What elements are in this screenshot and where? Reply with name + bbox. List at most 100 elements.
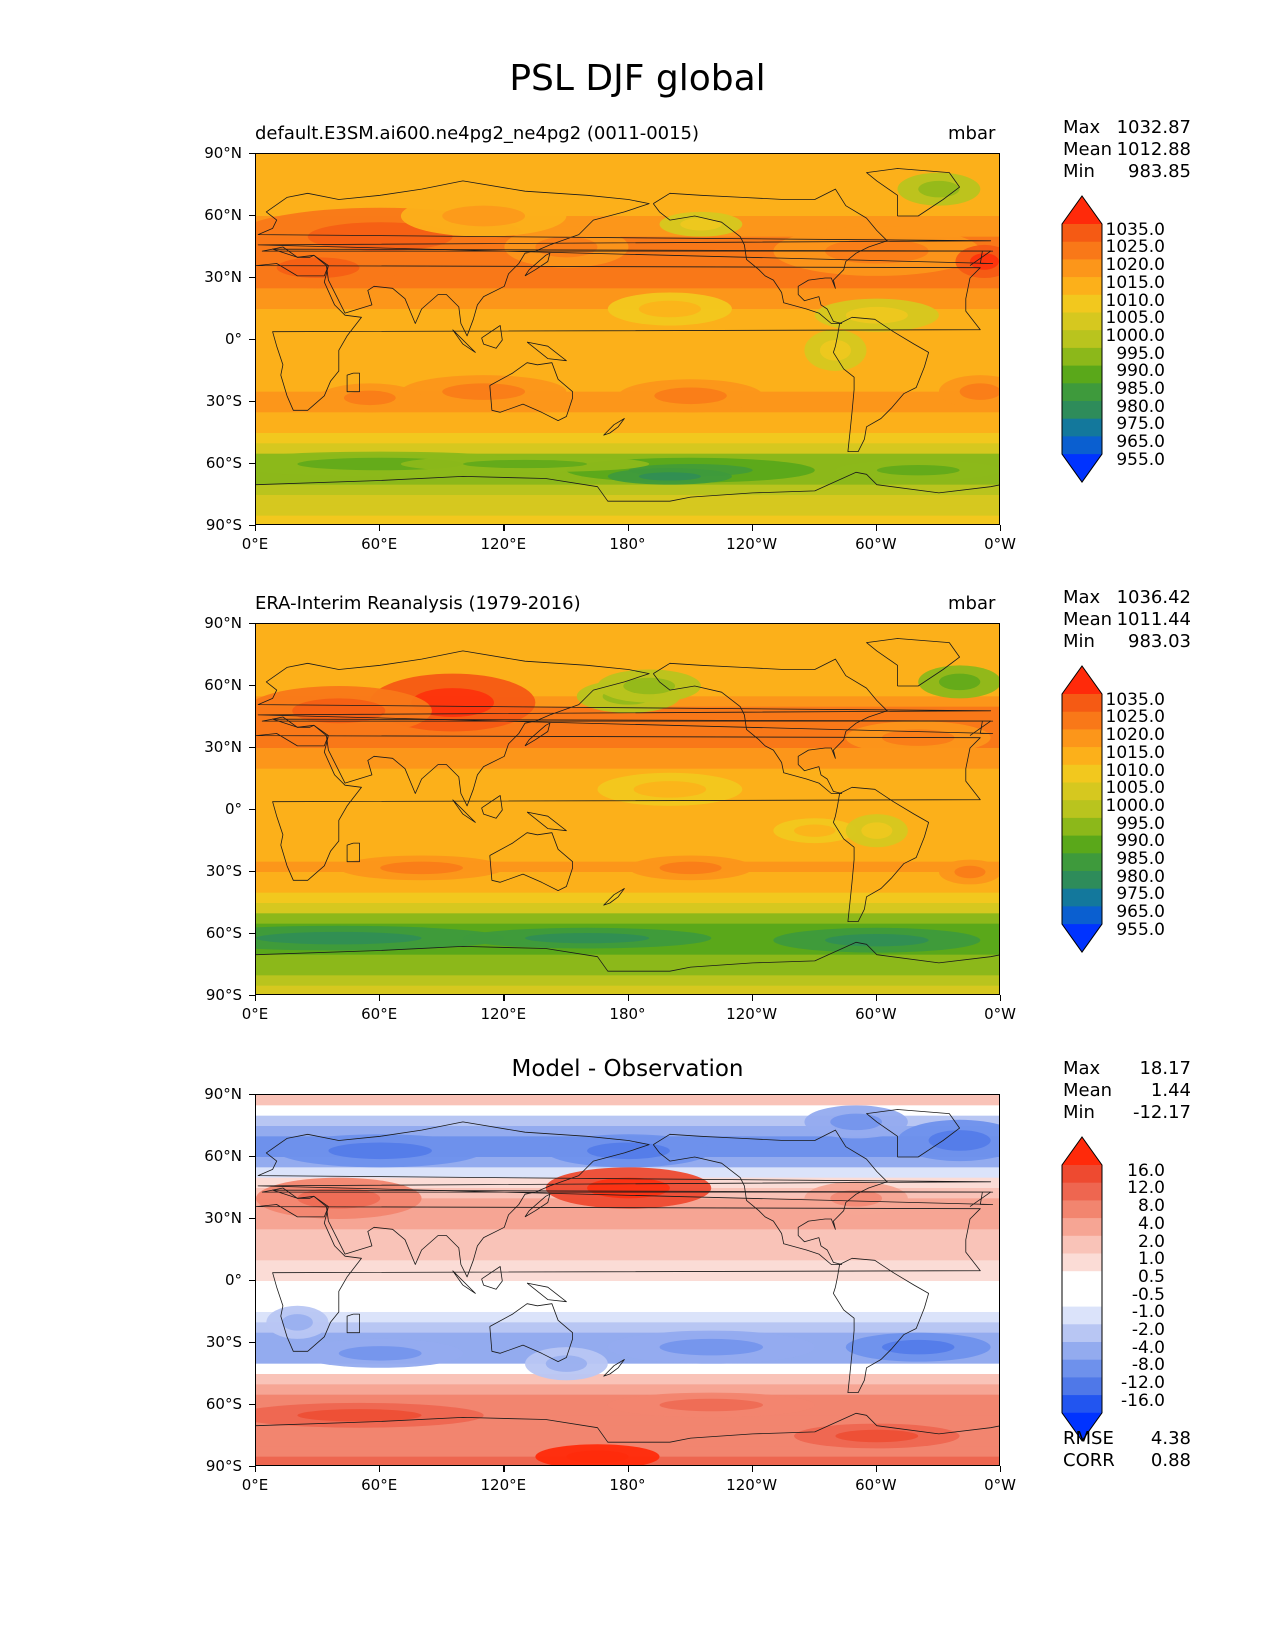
lat-tick-mark [249, 1466, 255, 1468]
contour-band [256, 453, 999, 465]
colorbar-tick-label: 985.0 [1116, 849, 1165, 869]
lon-tick-mark [751, 1466, 753, 1472]
stat-label: Max [1063, 1058, 1101, 1079]
lat-tick-label: 60°N [204, 676, 242, 694]
contour-core [587, 1142, 670, 1160]
lat-tick-label: 0° [224, 330, 242, 348]
stat-row-min: Min 983.85 [1063, 161, 1191, 183]
contour-band [256, 644, 999, 656]
contour-band [256, 174, 999, 186]
colorbar-segment [1062, 870, 1102, 890]
panel-units: mbar [948, 123, 996, 144]
coastline [866, 638, 960, 687]
metric-row-corr: CORR 0.88 [1063, 1450, 1191, 1472]
contour-core [918, 180, 960, 198]
coastline [452, 799, 476, 823]
lat-tick-mark [249, 685, 255, 687]
colorbar-segment [1062, 1182, 1102, 1201]
lat-tick-mark [249, 277, 255, 279]
colorbar-tick-label: 1000.0 [1105, 795, 1165, 816]
stats-block: Max 1036.42 Mean 1011.44 Min 983.03 [1063, 587, 1191, 653]
map-svg [256, 154, 999, 524]
contour-band [256, 851, 999, 863]
colorbar-extend-max [1062, 1137, 1102, 1165]
colorbar-tick-label: 965.0 [1116, 902, 1165, 923]
stat-value: 983.85 [1128, 161, 1191, 182]
contour-band [256, 1374, 999, 1385]
colorbar-extend-min [1062, 924, 1102, 953]
lon-tick-label: 60°E [361, 1005, 398, 1023]
colorbar-segment [1062, 241, 1102, 260]
lat-tick-mark [249, 809, 255, 811]
contour-core [969, 253, 999, 270]
colorbar-tick-label: 955.0 [1116, 449, 1165, 470]
contour-core [442, 205, 526, 227]
colorbar: 16.0 12.0 8.0 4.0 2.0 1.0 0.5 -0.5 -1.0 -2.0 -4.0-… [1061, 1136, 1171, 1442]
stat-row-max: Max 18.17 [1063, 1058, 1191, 1080]
coastline [481, 1266, 503, 1290]
contour-band [256, 748, 999, 759]
colorbar-segment [1062, 693, 1102, 713]
lon-tick-label: 180° [609, 1476, 646, 1494]
contour-core [545, 1355, 588, 1372]
colorbar-tick-label: 1035.0 [1105, 689, 1165, 710]
stat-row-max: Max 1036.42 [1063, 587, 1191, 609]
lon-tick-label: 60°W [855, 1476, 897, 1494]
contour-band [256, 1095, 999, 1106]
contour-band [256, 319, 999, 331]
stat-label: Mean [1063, 1080, 1113, 1101]
coastline [489, 832, 574, 892]
contour-core [328, 1142, 432, 1160]
colorbar-tick-label: 0.5 [1137, 1266, 1165, 1287]
stat-value: 1012.88 [1116, 139, 1191, 160]
metric-value: 4.38 [1150, 1428, 1191, 1449]
colorbar-tick-label: 1025.0 [1105, 707, 1165, 728]
lon-tick-label: 0°W [984, 1476, 1016, 1494]
stat-label: Max [1063, 117, 1101, 138]
lat-tick-label: 90°N [204, 144, 242, 162]
lon-tick-mark [255, 1466, 257, 1472]
lon-tick-label: 120°E [480, 1005, 527, 1023]
lat-tick-label: 30°S [205, 392, 242, 410]
colorbar-tick-label: 12.0 [1127, 1178, 1165, 1199]
lat-tick-label: 30°S [205, 862, 242, 880]
contour-band [256, 872, 999, 883]
colorbar-segment [1062, 1395, 1102, 1414]
contour-band [256, 1415, 999, 1427]
lat-tick-label: 90°S [205, 986, 242, 1004]
stat-value: 1032.87 [1116, 117, 1191, 138]
contour-band [256, 1281, 999, 1292]
coastline [526, 1282, 567, 1303]
contour-band [256, 195, 999, 207]
map-panel-2: ERA-Interim Reanalysis (1979-2016) mbar 90… [0, 585, 1275, 1055]
colorbar-extend-max [1062, 666, 1102, 694]
stat-label: Min [1063, 631, 1095, 652]
contour-band [256, 665, 999, 677]
colorbar-segment [1062, 1235, 1102, 1254]
colorbar-segment [1062, 1253, 1102, 1272]
contour-core [819, 340, 851, 361]
colorbar-segment [1062, 1271, 1102, 1290]
colorbar-tick-label: 1000.0 [1105, 325, 1165, 346]
contour-core [343, 390, 396, 406]
contour-core [281, 1314, 313, 1331]
coastline [452, 1270, 476, 1294]
figure-title: PSL DJF global [509, 58, 766, 99]
lon-tick-label: 0°E [241, 1005, 269, 1023]
colorbar-tick-label: 1005.0 [1105, 308, 1165, 329]
lon-tick-label: 60°E [361, 535, 398, 553]
contour-core [411, 688, 494, 717]
colorbar-segment [1062, 294, 1102, 313]
lat-tick-mark [249, 1404, 255, 1406]
contour-band [256, 810, 999, 821]
colorbar-outline [1061, 665, 1103, 953]
colorbar-tick-label: 1020.0 [1105, 725, 1165, 746]
lat-tick-mark [249, 623, 255, 625]
contour-band [256, 1353, 999, 1365]
colorbar-tick-label: 985.0 [1116, 379, 1165, 399]
stat-row-min: Min 983.03 [1063, 631, 1191, 653]
contour-band [256, 1115, 999, 1127]
lat-tick-mark [249, 1156, 255, 1158]
lon-tick-label: 0°E [241, 1476, 269, 1494]
contour-band [256, 154, 999, 165]
